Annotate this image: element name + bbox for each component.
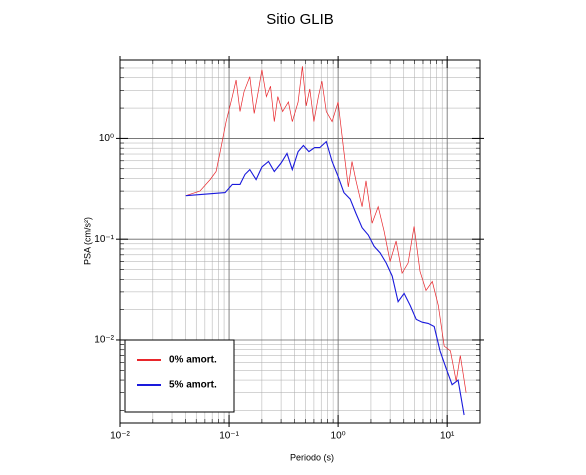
y-tick-label: 10⁻¹ (94, 234, 114, 245)
y-tick-label: 10⁰ (99, 133, 114, 144)
legend-label: 5% amort. (169, 380, 217, 391)
x-tick-label: 10⁻² (110, 431, 130, 442)
y-tick-label: 10⁻² (94, 335, 114, 346)
plot-frame (119, 59, 481, 424)
legend-box (124, 339, 235, 413)
legend-label: 0% amort. (169, 355, 217, 366)
y-axis-label: PSA (cm/s²) (82, 217, 92, 265)
x-tick-label: 10⁰ (331, 431, 346, 442)
x-axis-label: Periodo (s) (290, 452, 334, 462)
series-line (185, 140, 465, 416)
x-tick-label: 10⁻¹ (219, 431, 239, 442)
series-line (185, 66, 467, 393)
chart-title: Sitio GLIB (266, 11, 334, 28)
x-tick-label: 10¹ (440, 431, 455, 442)
